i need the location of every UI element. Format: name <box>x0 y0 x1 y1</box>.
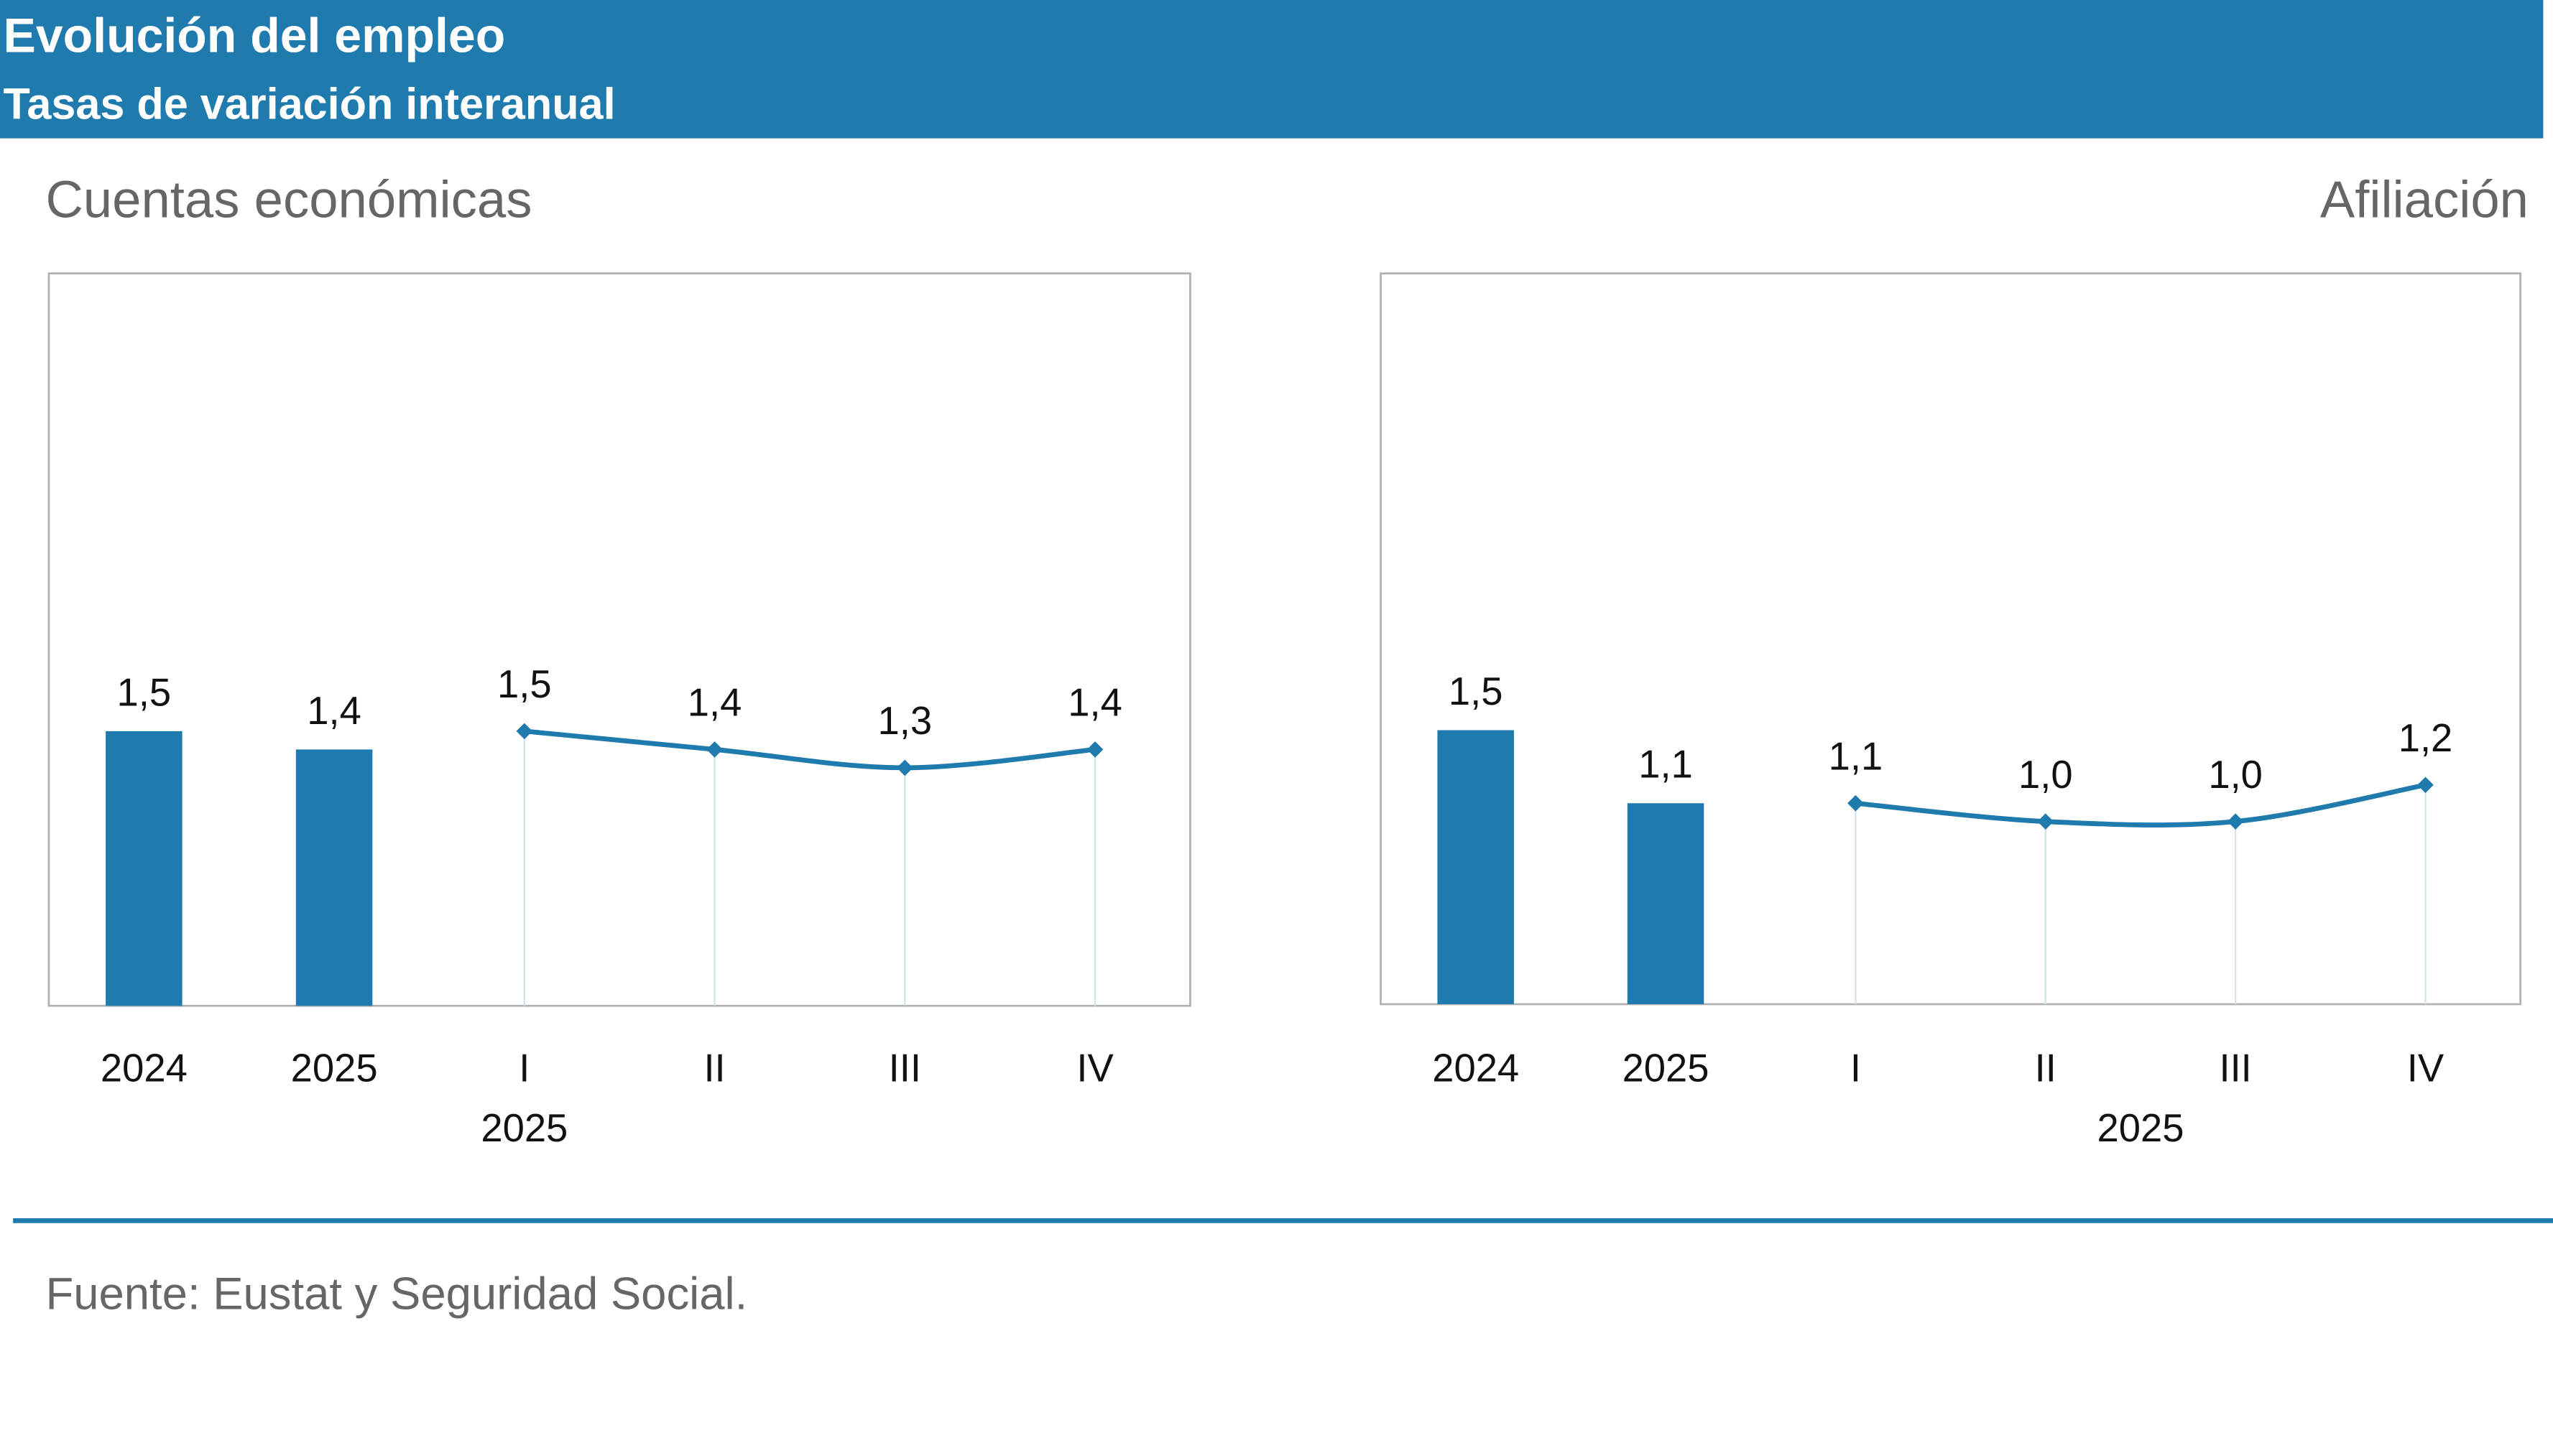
chart-title: Afiliación <box>2320 170 2529 228</box>
bar <box>295 749 373 1006</box>
x-tick-label: 2024 <box>1432 1046 1519 1090</box>
bar <box>1437 730 1514 1005</box>
x-tick-label: 2025 <box>291 1046 378 1090</box>
marker <box>516 723 533 740</box>
x-tick-label: IV <box>2407 1046 2444 1090</box>
bar <box>106 731 183 1006</box>
chart-title: Cuentas económicas <box>45 170 532 228</box>
header-subtitle: Tasas de variación interanual <box>4 80 616 129</box>
line <box>524 728 1096 771</box>
data-label: 1,2 <box>2399 716 2453 760</box>
data-label: 1,1 <box>1829 734 1883 778</box>
data-label: 1,4 <box>688 681 742 725</box>
bar <box>1627 803 1704 1005</box>
x-group-label: 2025 <box>481 1106 568 1150</box>
marker <box>2417 776 2434 794</box>
plot-frame <box>47 272 1191 1007</box>
data-label: 1,0 <box>2208 753 2263 797</box>
header-title: Evolución del empleo <box>4 8 506 62</box>
data-label: 1,5 <box>497 662 552 706</box>
x-tick-label: 2025 <box>1622 1046 1709 1090</box>
marker <box>706 741 723 758</box>
x-tick-label: III <box>889 1046 921 1090</box>
plot-frame <box>1380 272 2522 1006</box>
data-label: 1,4 <box>307 689 361 733</box>
header-band <box>0 0 2544 139</box>
x-tick-label: 2024 <box>101 1046 188 1090</box>
line <box>1855 782 2427 827</box>
x-tick-label: III <box>2219 1046 2251 1090</box>
x-tick-label: I <box>519 1046 530 1090</box>
data-label: 1,5 <box>117 670 172 714</box>
x-tick-label: IV <box>1076 1046 1114 1090</box>
x-tick-label: II <box>2035 1046 2056 1090</box>
data-label: 1,3 <box>878 699 933 743</box>
marker <box>2037 813 2054 830</box>
x-tick-label: I <box>1850 1046 1861 1090</box>
data-label: 1,1 <box>1638 743 1693 787</box>
data-label: 1,0 <box>2018 753 2073 797</box>
marker <box>896 759 913 776</box>
x-tick-label: II <box>703 1046 725 1090</box>
marker <box>1847 794 1864 812</box>
marker <box>1086 741 1104 758</box>
data-label: 1,4 <box>1068 681 1122 725</box>
x-group-label: 2025 <box>2097 1106 2184 1150</box>
marker <box>2227 813 2244 830</box>
data-label: 1,5 <box>1449 669 1503 713</box>
source: Fuente: Eustat y Seguridad Social. <box>45 1269 747 1320</box>
